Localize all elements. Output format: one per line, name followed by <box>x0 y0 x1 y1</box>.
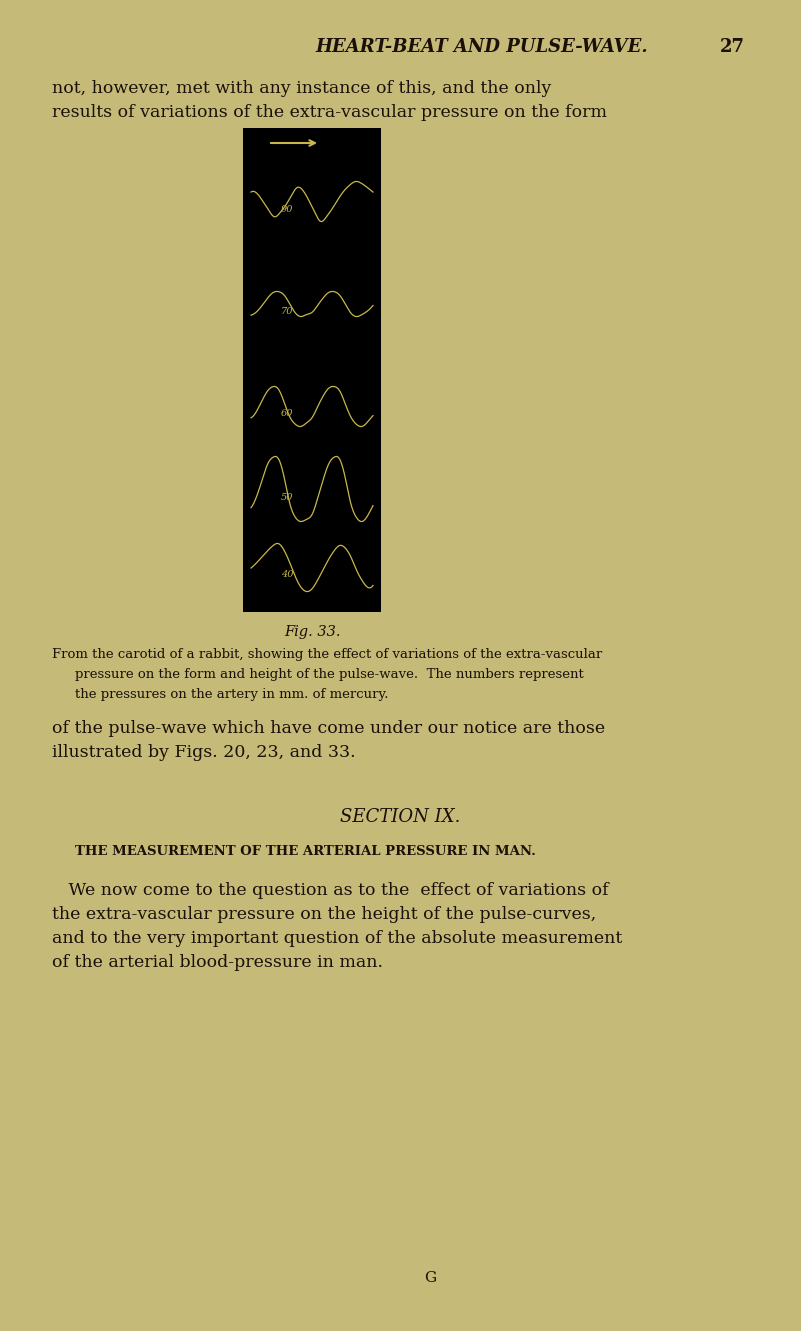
Text: of the pulse-wave which have come under our notice are those: of the pulse-wave which have come under … <box>52 720 605 737</box>
Text: 27: 27 <box>720 39 745 56</box>
Text: the pressures on the artery in mm. of mercury.: the pressures on the artery in mm. of me… <box>75 688 388 701</box>
Text: 50: 50 <box>281 492 293 502</box>
Text: not, however, met with any instance of this, and the only: not, however, met with any instance of t… <box>52 80 551 97</box>
Text: From the carotid of a rabbit, showing the effect of variations of the extra-vasc: From the carotid of a rabbit, showing th… <box>52 648 602 662</box>
Text: pressure on the form and height of the pulse-wave.  The numbers represent: pressure on the form and height of the p… <box>75 668 584 681</box>
Text: HEART-BEAT AND PULSE-WAVE.: HEART-BEAT AND PULSE-WAVE. <box>315 39 648 56</box>
Text: THE MEASUREMENT OF THE ARTERIAL PRESSURE IN MAN.: THE MEASUREMENT OF THE ARTERIAL PRESSURE… <box>75 845 536 858</box>
Text: Fig. 33.: Fig. 33. <box>284 626 340 639</box>
Bar <box>243 128 381 612</box>
Text: 40: 40 <box>281 571 293 579</box>
Text: 90: 90 <box>281 205 293 213</box>
Text: illustrated by Figs. 20, 23, and 33.: illustrated by Figs. 20, 23, and 33. <box>52 744 356 761</box>
Text: results of variations of the extra-vascular pressure on the form: results of variations of the extra-vascu… <box>52 104 607 121</box>
Text: G: G <box>424 1271 436 1284</box>
Text: SECTION IX.: SECTION IX. <box>340 808 461 827</box>
Text: and to the very important question of the absolute measurement: and to the very important question of th… <box>52 930 622 946</box>
Text: of the arterial blood-pressure in man.: of the arterial blood-pressure in man. <box>52 954 383 972</box>
Text: the extra-vascular pressure on the height of the pulse-curves,: the extra-vascular pressure on the heigh… <box>52 906 596 922</box>
Text: 60: 60 <box>281 410 293 418</box>
Text: 70: 70 <box>281 307 293 317</box>
Text: We now come to the question as to the  effect of variations of: We now come to the question as to the ef… <box>52 882 609 898</box>
